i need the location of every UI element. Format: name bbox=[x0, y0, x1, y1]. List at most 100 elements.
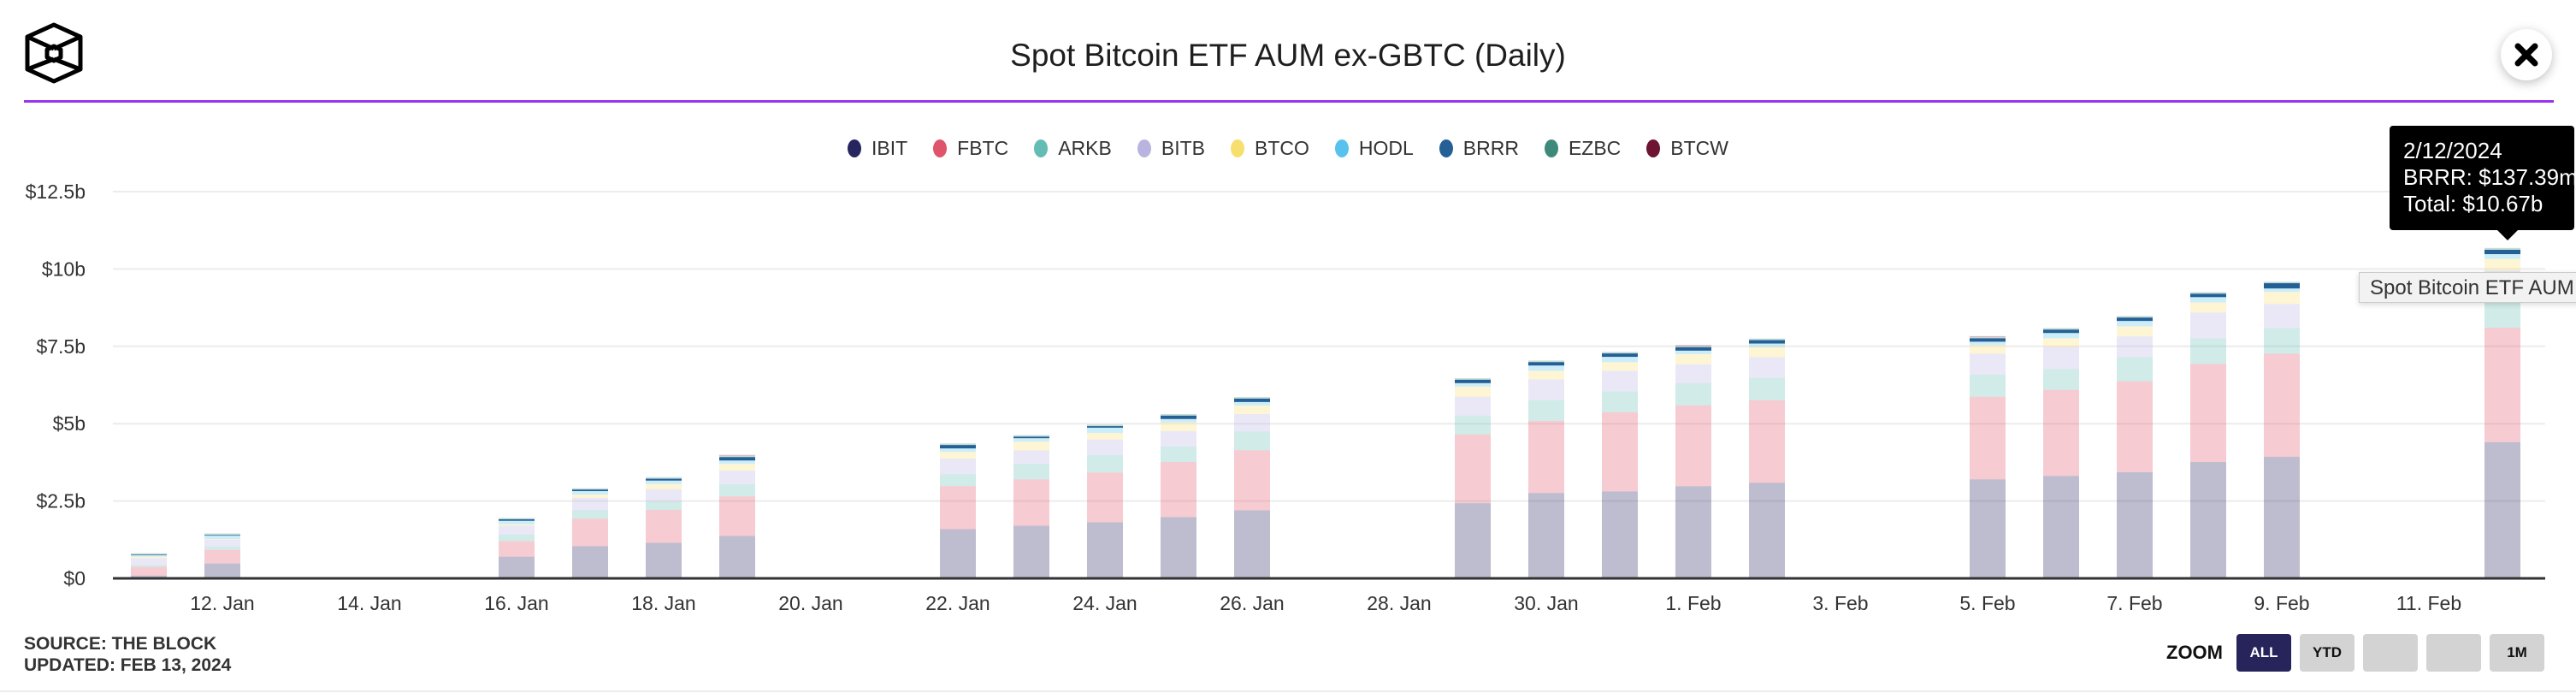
bar-segment-btco bbox=[1970, 345, 2006, 354]
bar-segment-bitb bbox=[1970, 353, 2006, 375]
bar-segment-bitb bbox=[1087, 440, 1123, 456]
zoom-label: ZOOM bbox=[2166, 642, 2223, 663]
bar-segment-hodl bbox=[1970, 341, 2006, 346]
x-tick-label: 20. Jan bbox=[778, 592, 842, 614]
zoom-ytd-button[interactable]: YTD bbox=[2300, 634, 2354, 672]
bar-segment-btcw bbox=[719, 454, 755, 456]
bar-segment-fbtc bbox=[1602, 412, 1638, 492]
bar-segment-btco bbox=[1528, 370, 1564, 380]
legend-dot-icon bbox=[1034, 139, 1049, 157]
bar-segment-hodl bbox=[1675, 350, 1711, 354]
tooltip-total: Total: $10.67b bbox=[2403, 191, 2544, 216]
legend-label: BRRR bbox=[1462, 137, 1519, 159]
bar-segment-hodl bbox=[204, 536, 240, 540]
legend-label: FBTC bbox=[957, 137, 1009, 159]
zoom-all-button[interactable]: ALL bbox=[2236, 634, 2291, 672]
bar-segment-bitb bbox=[1528, 379, 1564, 400]
bar-segment-hodl bbox=[2190, 297, 2226, 303]
legend-item-ibit[interactable]: IBIT bbox=[847, 137, 907, 160]
chart-legend: IBIT FBTC ARKB BITB BTCO HODL BRRR EZBC BTCW bbox=[0, 137, 2576, 160]
bar-segment-ibit bbox=[1970, 479, 2006, 578]
bar-segment-ezbc bbox=[1749, 338, 1785, 341]
legend-label: ARKB bbox=[1058, 137, 1112, 159]
legend-item-hodl[interactable]: HODL bbox=[1334, 137, 1414, 160]
bar-segment-hodl bbox=[2484, 254, 2520, 259]
bar-segment-bitb bbox=[2190, 312, 2226, 339]
bar-segment-hodl bbox=[1161, 418, 1196, 423]
bar-segment-hodl bbox=[1749, 343, 1785, 347]
bar-segment-bitb bbox=[1161, 430, 1196, 447]
bar-segment-fbtc bbox=[1970, 396, 2006, 480]
bar-segment-bitb bbox=[940, 459, 976, 475]
bar-segment-fbtc bbox=[1528, 420, 1564, 494]
legend-item-ezbc[interactable]: EZBC bbox=[1544, 137, 1622, 160]
bar-segment-brrr bbox=[2043, 329, 2079, 334]
close-button[interactable] bbox=[2501, 29, 2552, 80]
bar-segment-fbtc bbox=[204, 549, 240, 564]
close-x-icon bbox=[2514, 43, 2538, 67]
legend-label: BTCW bbox=[1670, 137, 1729, 159]
x-tick-label: 9. Feb bbox=[2254, 592, 2309, 614]
bar-segment-btco bbox=[646, 483, 682, 489]
bar-segment-ezbc bbox=[2043, 328, 2079, 330]
bar-segment-ibit bbox=[2264, 456, 2300, 578]
bar-segment-bitb bbox=[2264, 304, 2300, 329]
legend-item-brrr[interactable]: BRRR bbox=[1439, 137, 1519, 160]
bar-segment-btco bbox=[1161, 422, 1196, 431]
bar-segment-btco bbox=[2117, 326, 2153, 337]
bar-segment-brrr bbox=[940, 445, 976, 449]
bar-segment-ibit bbox=[1455, 503, 1491, 578]
bar-segment-ezbc bbox=[1087, 424, 1123, 427]
legend-item-btco[interactable]: BTCO bbox=[1230, 137, 1309, 160]
x-tick-label: 26. Jan bbox=[1220, 592, 1284, 614]
x-tick-label: 12. Jan bbox=[190, 592, 254, 614]
bar-segment-ezbc bbox=[1013, 435, 1049, 437]
browser-title-tooltip: Spot Bitcoin ETF AUM ex-GBTC (Daily) bbox=[2359, 272, 2576, 303]
bar-segment-btco bbox=[572, 495, 608, 498]
bar-segment-ibit bbox=[1013, 525, 1049, 578]
zoom-1m-button[interactable]: 1M bbox=[2490, 634, 2544, 672]
bar-segment-fbtc bbox=[1749, 400, 1785, 483]
y-tick-label: $12.5b bbox=[26, 181, 86, 203]
bar-segment-btco bbox=[1675, 353, 1711, 364]
bar-segment-btco bbox=[1234, 405, 1270, 414]
bar-segment-arkb bbox=[1455, 415, 1491, 435]
bar-segment-ibit bbox=[2043, 476, 2079, 578]
zoom-blank-button-1[interactable] bbox=[2363, 634, 2418, 672]
legend-item-fbtc[interactable]: FBTC bbox=[933, 137, 1008, 160]
bar-segment-ezbc bbox=[1528, 360, 1564, 363]
bar-segment-btco bbox=[1455, 386, 1491, 397]
bar-segment-ibit bbox=[204, 563, 240, 578]
legend-item-arkb[interactable]: ARKB bbox=[1034, 137, 1112, 160]
bar-segment-ibit bbox=[646, 542, 682, 578]
x-tick-label: 24. Jan bbox=[1072, 592, 1137, 614]
bar-segment-brrr bbox=[2190, 293, 2226, 298]
bar-segment-brrr bbox=[2484, 249, 2520, 255]
legend-item-btcw[interactable]: BTCW bbox=[1646, 137, 1728, 160]
bar-segment-arkb bbox=[2043, 369, 2079, 390]
bar-segment-brrr bbox=[1087, 426, 1123, 428]
legend-label: EZBC bbox=[1568, 137, 1622, 159]
bottom-divider bbox=[0, 690, 2576, 692]
bar-segment-arkb bbox=[1013, 464, 1049, 480]
bar-segment-ibit bbox=[1749, 483, 1785, 578]
zoom-blank-button-2[interactable] bbox=[2426, 634, 2481, 672]
bar-segment-brrr bbox=[719, 457, 755, 461]
bar-segment-fbtc bbox=[2484, 328, 2520, 442]
bar-segment-hodl bbox=[131, 554, 167, 557]
bar-segment-btco bbox=[1749, 346, 1785, 358]
legend-item-bitb[interactable]: BITB bbox=[1137, 137, 1205, 160]
bar-segment-ibit bbox=[1675, 486, 1711, 578]
bar-segment-fbtc bbox=[1455, 434, 1491, 504]
bar-segment-fbtc bbox=[1161, 462, 1196, 518]
bar-segment-brrr bbox=[2117, 317, 2153, 322]
bar-segment-arkb bbox=[204, 546, 240, 550]
bar-segment-arkb bbox=[719, 484, 755, 497]
bar-segment-hodl bbox=[1528, 365, 1564, 371]
bar-segment-btco bbox=[499, 524, 535, 526]
bar-segment-ezbc bbox=[2264, 281, 2300, 284]
bar-segment-btco bbox=[1087, 433, 1123, 441]
y-tick-label: $7.5b bbox=[36, 335, 86, 358]
x-tick-label: 16. Jan bbox=[484, 592, 548, 614]
bar-segment-btco bbox=[2190, 302, 2226, 313]
